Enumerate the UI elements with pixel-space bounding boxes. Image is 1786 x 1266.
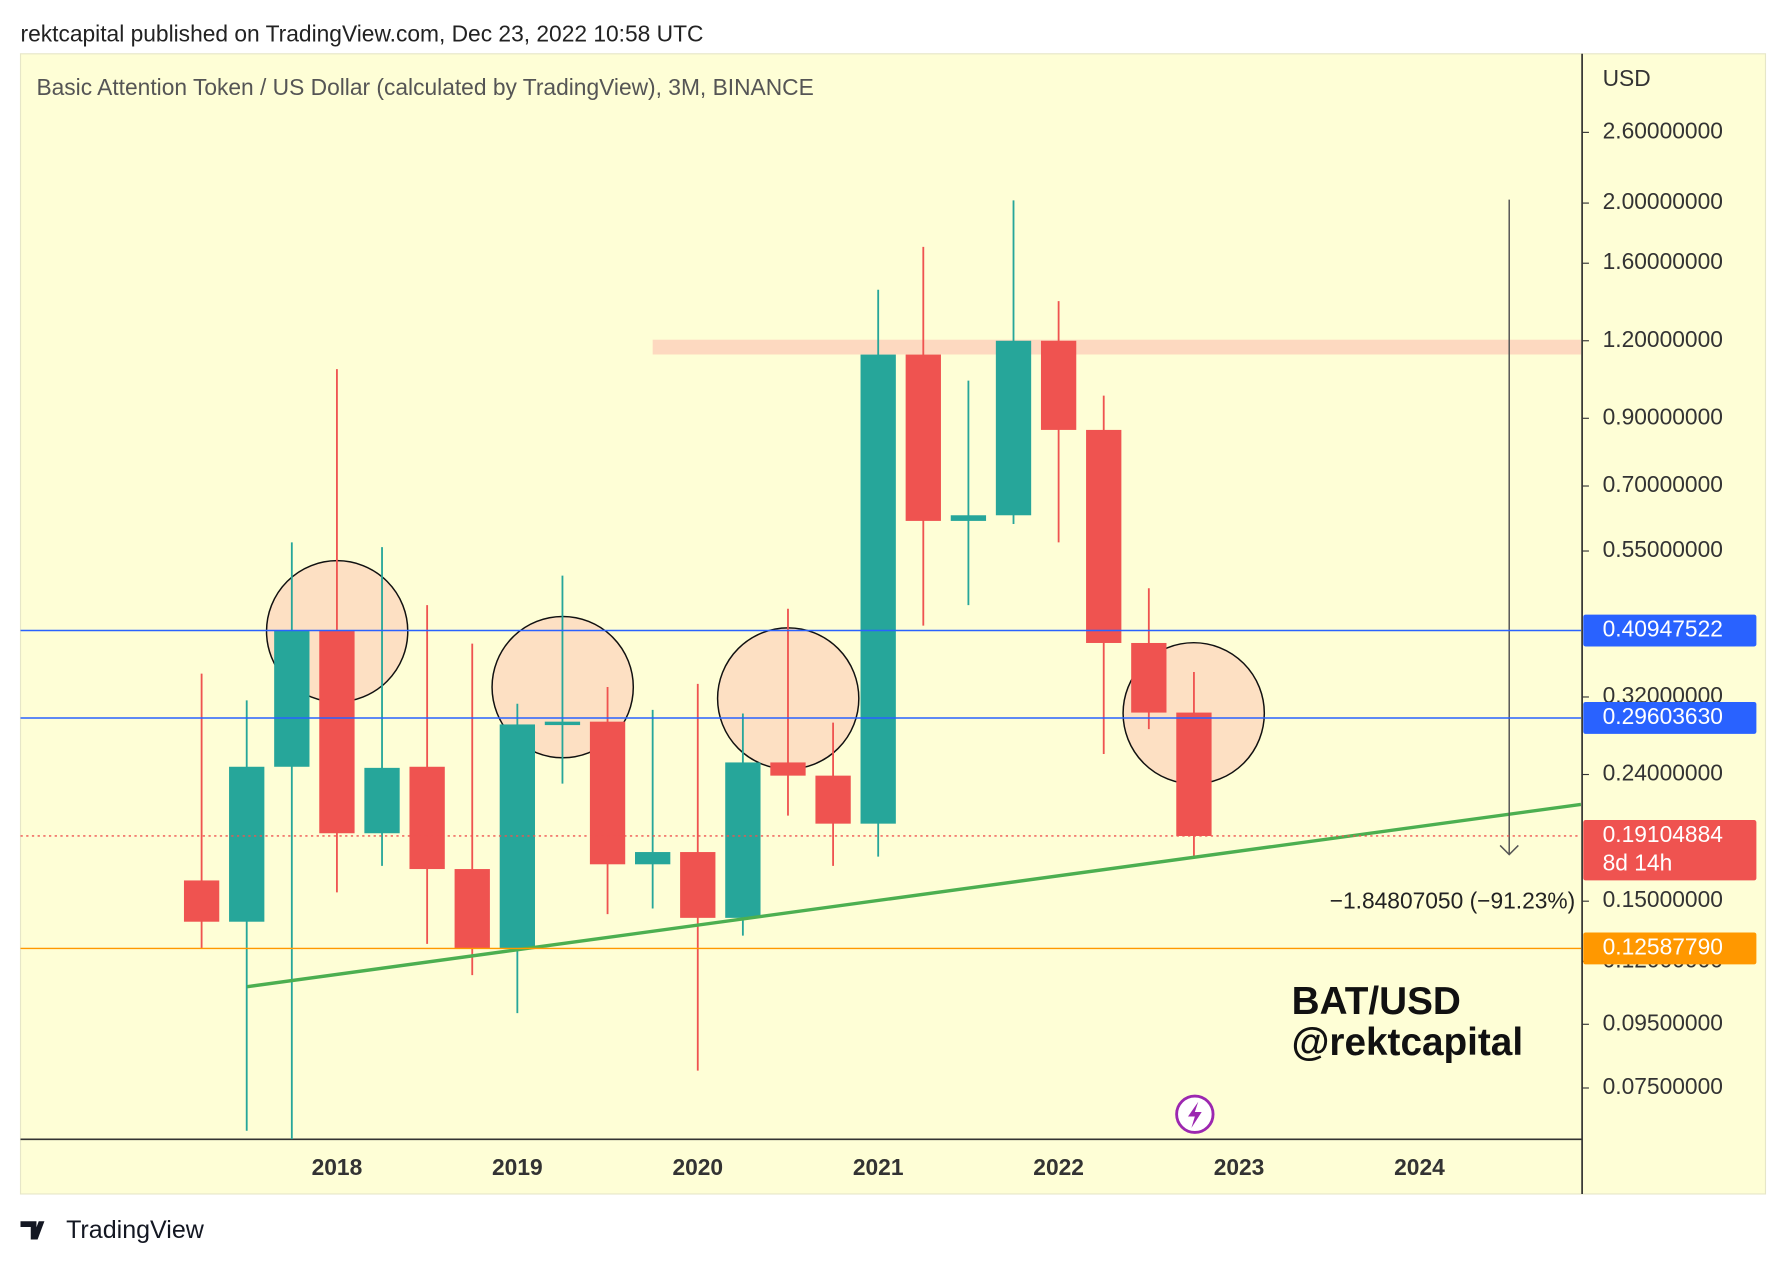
price-label-box [1583, 932, 1757, 965]
measure-arrowhead [1499, 844, 1519, 856]
candle-body [995, 340, 1032, 516]
candle-body [229, 766, 265, 922]
plot: 2.60000000 2.00000000 1.60000000 1.20000000… [20, 117, 1757, 1180]
candle-body [950, 515, 987, 521]
countdown: 8d 14h [1603, 849, 1673, 875]
candle-body [815, 775, 851, 824]
price-label: 0.19104884 [1603, 821, 1723, 847]
resistance-zone [652, 339, 1581, 355]
y-tick-label: 2.60000000 [1603, 117, 1723, 143]
footer-logo [20, 1221, 45, 1240]
y-tick-label: 0.15000000 [1603, 886, 1723, 912]
plot-clip [183, 199, 1581, 1140]
candle-body [680, 852, 716, 918]
y-tick-label: 0.09500000 [1603, 1009, 1723, 1035]
candle-body [905, 354, 941, 521]
candle-body [635, 852, 671, 865]
candle-body [1131, 642, 1167, 713]
y-tick-label: 0.55000000 [1603, 536, 1723, 562]
candle-body [589, 721, 626, 865]
x-tick-label: 2021 [853, 1154, 904, 1180]
y-tick-label: 1.60000000 [1603, 248, 1723, 274]
candle-body [409, 766, 445, 870]
measure-label: −1.84807050 (−91.23%) [1330, 887, 1576, 913]
price-label: 0.29603630 [1603, 703, 1723, 729]
chart-title: Basic Attention Token / US Dollar (calcu… [36, 74, 813, 100]
candle-body [183, 880, 220, 922]
candle-body [770, 762, 806, 776]
y-axis-label: USD [1603, 65, 1651, 91]
x-tick-label: 2024 [1394, 1154, 1445, 1180]
x-tick-label: 2018 [312, 1154, 363, 1180]
x-tick-label: 2020 [672, 1154, 723, 1180]
price-label: 0.12587790 [1603, 933, 1723, 959]
candle-body [274, 630, 310, 767]
candle-body [319, 630, 355, 834]
price-label-box [1583, 702, 1757, 734]
x-tick-label: 2023 [1214, 1154, 1265, 1180]
y-tick-label: 0.90000000 [1603, 403, 1723, 429]
y-tick-label: 1.20000000 [1603, 326, 1723, 352]
price-label-box [1583, 820, 1757, 881]
y-tick-label: 2.00000000 [1603, 188, 1723, 214]
y-tick-label: 0.24000000 [1603, 760, 1723, 786]
candle-body [544, 721, 581, 726]
candle-body [1040, 340, 1077, 430]
candle-body [454, 869, 490, 949]
candle-body [364, 767, 400, 834]
candle-body [1176, 712, 1212, 836]
footer: TradingView [66, 1216, 205, 1244]
price-label-box [1583, 614, 1757, 647]
candle-body [1086, 429, 1122, 643]
y-tick-label: 0.70000000 [1603, 471, 1723, 497]
watermark: @rektcapital [1292, 1021, 1523, 1064]
y-tick-label: 0.07500000 [1603, 1073, 1723, 1099]
watermark: BAT/USD [1292, 980, 1461, 1023]
event-icon-bolt [1188, 1101, 1202, 1128]
trendline [246, 802, 1581, 989]
candle-body [860, 354, 896, 824]
candle-body [725, 762, 761, 918]
price-label: 0.40947522 [1603, 616, 1723, 642]
header: rektcapital published on TradingView.com… [21, 21, 704, 47]
x-tick-label: 2019 [492, 1154, 543, 1180]
x-tick-label: 2022 [1033, 1154, 1084, 1180]
